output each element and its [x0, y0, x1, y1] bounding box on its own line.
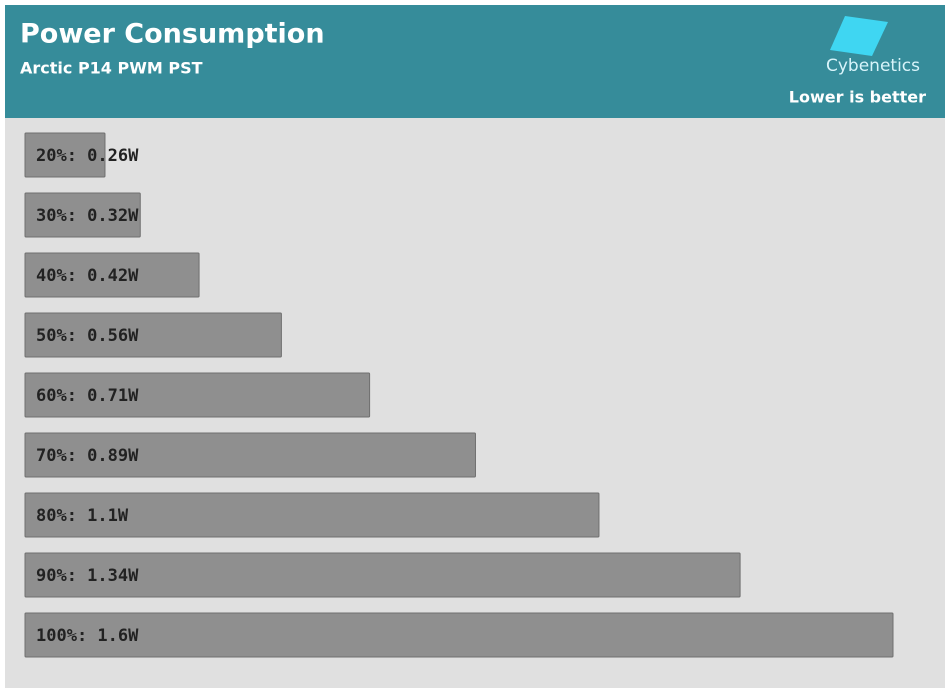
bar	[24, 252, 200, 298]
note: Lower is better	[789, 88, 926, 107]
bar	[24, 192, 141, 238]
logo-mark	[830, 16, 888, 56]
bar	[24, 552, 741, 598]
value-label: 50%: 0.56W	[36, 326, 139, 346]
chart-subtitle: Arctic P14 PWM PST	[20, 59, 203, 78]
bar	[24, 492, 600, 538]
value-label: 80%: 1.1W	[36, 506, 129, 526]
bar	[24, 432, 476, 478]
chart-title: Power Consumption	[20, 19, 325, 50]
value-label: 90%: 1.34W	[36, 566, 139, 586]
bar	[24, 372, 371, 418]
value-label: 30%: 0.32W	[36, 206, 139, 226]
header	[5, 5, 945, 118]
value-label: 40%: 0.42W	[36, 266, 139, 286]
value-label: 20%: 0.26W	[36, 146, 139, 166]
value-label: 70%: 0.89W	[36, 446, 139, 466]
value-label: 60%: 0.71W	[36, 386, 139, 406]
bar	[24, 312, 282, 358]
bar	[24, 132, 106, 178]
bar	[24, 612, 894, 658]
value-label: 100%: 1.6W	[36, 626, 139, 646]
logo-text: Cybenetics	[826, 56, 920, 76]
